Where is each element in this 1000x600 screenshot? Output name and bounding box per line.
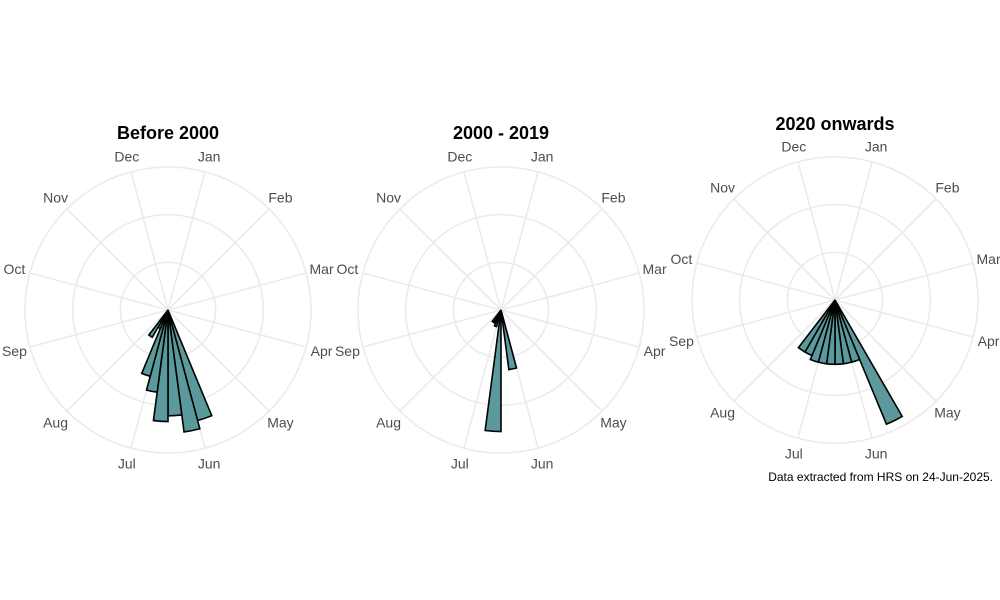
polar-grid-2020-onwards: [691, 156, 979, 444]
month-label-oct: Oct: [671, 251, 693, 267]
month-label-sep: Sep: [669, 333, 694, 349]
grid-ring: [24, 166, 312, 454]
month-label-apr: Apr: [644, 343, 666, 359]
panel-title-2020-onwards: 2020 onwards: [775, 114, 894, 134]
grid-spoke: [362, 272, 502, 311]
month-label-mar: Mar: [643, 261, 667, 277]
panel-2000-2019: 2000 - 2019 Jan Feb Mar Apr May Jun Jul Aug Sep O…: [335, 123, 667, 472]
grid-ring: [691, 156, 979, 444]
grid-spoke: [834, 299, 974, 338]
month-label-nov: Nov: [376, 190, 401, 206]
grid-spoke: [834, 299, 937, 402]
panel-2020-onwards: 2020 onwards Jan Feb Mar Apr May Jun Jul Aug Sep…: [669, 114, 1000, 462]
month-label-aug: Aug: [710, 404, 735, 420]
month-label-feb: Feb: [268, 190, 292, 206]
month-label-sep: Sep: [2, 343, 27, 359]
grid-ring: [738, 203, 932, 397]
month-label-jul: Jul: [785, 446, 803, 462]
grid-spoke: [167, 309, 270, 412]
month-label-feb: Feb: [601, 190, 625, 206]
month-label-may: May: [600, 414, 626, 430]
month-label-feb: Feb: [935, 180, 959, 196]
bar-wedge: [491, 309, 502, 324]
month-label-may: May: [267, 414, 293, 430]
month-label-jun: Jun: [531, 456, 554, 472]
month-label-apr: Apr: [978, 333, 1000, 349]
month-label-jan: Jan: [198, 148, 221, 164]
month-label-jul: Jul: [451, 456, 469, 472]
month-label-dec: Dec: [447, 148, 472, 164]
panel-before-2000: Before 2000 Jan Feb Mar Apr May Jun Jul Aug Sep O…: [2, 123, 334, 472]
month-label-aug: Aug: [43, 414, 68, 430]
grid-spoke: [500, 208, 603, 311]
month-labels-2020-onwards: Jan Feb Mar Apr May Jun Jul Aug Sep Oct Nov Dec: [669, 138, 1000, 461]
month-label-jun: Jun: [865, 446, 888, 462]
grid-spoke: [29, 309, 169, 348]
grid-spoke: [696, 299, 836, 338]
grid-spoke: [797, 161, 836, 301]
grid-spoke: [500, 309, 603, 412]
month-label-oct: Oct: [4, 261, 26, 277]
grid-spoke: [399, 309, 502, 412]
month-label-mar: Mar: [310, 261, 334, 277]
bar-wedge: [797, 299, 836, 354]
panel-title-2000-2019: 2000 - 2019: [453, 123, 549, 143]
bars-2000-2019: [484, 309, 518, 433]
month-label-sep: Sep: [335, 343, 360, 359]
panel-title-before-2000: Before 2000: [117, 123, 219, 143]
grid-spoke: [167, 272, 307, 311]
bar-wedge: [834, 299, 904, 426]
grid-spoke: [463, 309, 502, 449]
grid-spoke: [696, 262, 836, 301]
month-labels-2000-2019: Jan Feb Mar Apr May Jun Jul Aug Sep Oct Nov Dec: [335, 148, 667, 471]
data-source-caption: Data extracted from HRS on 24-Jun-2025.: [768, 470, 993, 484]
month-label-apr: Apr: [311, 343, 333, 359]
month-label-dec: Dec: [781, 138, 806, 154]
bar-wedge: [147, 309, 169, 339]
bars-2020-onwards: [797, 299, 904, 426]
grid-spoke: [463, 171, 502, 311]
grid-spoke: [500, 171, 539, 311]
grid-spoke: [733, 299, 836, 402]
grid-spoke: [167, 309, 307, 348]
month-labels-before-2000: Jan Feb Mar Apr May Jun Jul Aug Sep Oct Nov Dec: [2, 148, 334, 471]
grid-spoke: [834, 262, 974, 301]
bars-before-2000: [140, 309, 213, 433]
grid-spoke: [362, 309, 502, 348]
bar-wedge: [167, 309, 201, 433]
month-label-jan: Jan: [865, 138, 888, 154]
month-label-nov: Nov: [710, 180, 735, 196]
grid-spoke: [399, 208, 502, 311]
grid-spoke: [733, 198, 836, 301]
month-label-nov: Nov: [43, 190, 68, 206]
bar-wedge: [484, 309, 502, 433]
month-label-mar: Mar: [977, 251, 1000, 267]
grid-spoke: [834, 198, 937, 301]
month-label-dec: Dec: [114, 148, 139, 164]
month-label-aug: Aug: [376, 414, 401, 430]
polar-grid-2000-2019: [357, 166, 645, 454]
grid-spoke: [167, 171, 206, 311]
month-label-may: May: [934, 404, 960, 420]
grid-spoke: [130, 171, 169, 311]
month-label-oct: Oct: [337, 261, 359, 277]
month-label-jan: Jan: [531, 148, 554, 164]
grid-spoke: [167, 208, 270, 311]
month-label-jul: Jul: [118, 456, 136, 472]
grid-spoke: [66, 208, 169, 311]
month-label-jun: Jun: [198, 456, 221, 472]
grid-spoke: [500, 309, 640, 348]
bar-wedge: [500, 309, 518, 371]
grid-spoke: [500, 272, 640, 311]
grid-ring: [357, 166, 645, 454]
grid-spoke: [66, 309, 169, 412]
grid-spoke: [29, 272, 169, 311]
grid-spoke: [834, 161, 873, 301]
